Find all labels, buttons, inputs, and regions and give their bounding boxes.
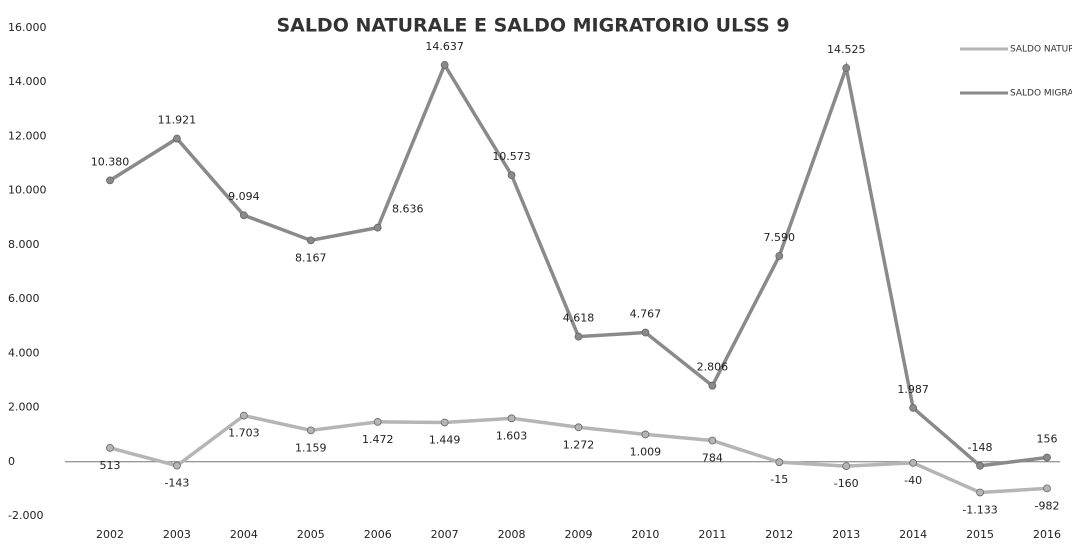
- y-tick-label: 16.000: [8, 21, 47, 34]
- data-label: 14.637: [425, 40, 464, 53]
- marker: [106, 176, 114, 185]
- data-label: 14.525: [827, 43, 866, 56]
- y-tick-label: 12.000: [8, 129, 47, 142]
- x-tick-label: 2012: [765, 528, 793, 541]
- y-tick-label: 14.000: [8, 75, 47, 88]
- x-tick-label: 2009: [565, 528, 593, 541]
- marker: [842, 64, 851, 72]
- x-tick-label: 2004: [230, 528, 258, 541]
- x-tick-label: 2016: [1033, 528, 1061, 541]
- data-label: -160: [834, 477, 859, 490]
- data-label: 2.806: [697, 361, 729, 374]
- marker: [976, 461, 984, 470]
- data-label: 9.094: [228, 190, 260, 203]
- data-label: 784: [702, 452, 723, 465]
- data-label: 1.009: [630, 445, 662, 458]
- marker: [775, 458, 784, 467]
- data-label: 10.573: [492, 150, 531, 163]
- y-tick-label: 10.000: [8, 184, 47, 197]
- marker: [775, 252, 784, 260]
- data-label: 1.472: [362, 433, 394, 446]
- marker: [641, 430, 650, 439]
- x-tick-label: 2002: [96, 528, 124, 541]
- marker: [440, 418, 449, 427]
- y-tick-label: 8.000: [8, 238, 40, 251]
- marker: [842, 462, 851, 471]
- data-label: 10.380: [91, 155, 130, 168]
- marker: [373, 223, 382, 232]
- x-tick-label: 2010: [631, 528, 659, 541]
- marker: [976, 488, 984, 497]
- data-label: -40: [904, 474, 922, 487]
- data-label: 4.618: [563, 312, 595, 325]
- data-label: -143: [164, 477, 189, 490]
- marker: [373, 417, 382, 426]
- y-tick-label: 2.000: [8, 401, 40, 414]
- legend-label: SALDO NATURALE: [1010, 45, 1072, 55]
- marker: [708, 381, 717, 390]
- x-tick-label: 2014: [899, 528, 927, 541]
- data-label: -148: [968, 441, 993, 454]
- data-label: 513: [100, 459, 121, 472]
- x-tick-label: 2015: [966, 528, 994, 541]
- data-label: 1.159: [295, 441, 327, 454]
- marker: [239, 211, 248, 220]
- data-label: 1.703: [228, 427, 260, 440]
- data-label: 1.603: [496, 429, 528, 442]
- x-tick-label: 2006: [364, 528, 392, 541]
- marker: [507, 414, 516, 423]
- marker: [574, 423, 583, 432]
- data-label: 11.921: [158, 114, 197, 127]
- series-line: [109, 61, 1048, 468]
- marker: [641, 328, 650, 337]
- data-label: 1.987: [897, 383, 929, 396]
- marker: [1043, 484, 1051, 493]
- data-label: 8.636: [392, 203, 424, 216]
- marker: [239, 411, 248, 420]
- data-label: 156: [1037, 433, 1058, 446]
- marker: [708, 436, 717, 445]
- marker: [574, 332, 583, 341]
- marker: [507, 171, 516, 180]
- data-label: -1.133: [962, 503, 997, 516]
- marker: [440, 61, 449, 69]
- marker: [306, 236, 315, 245]
- marker: [106, 443, 114, 452]
- x-tick-label: 2013: [832, 528, 860, 541]
- legend-label: SALDO MIGRATORIO: [1010, 89, 1072, 99]
- x-tick-label: 2005: [297, 528, 325, 541]
- chart-title: SALDO NATURALE E SALDO MIGRATORIO ULSS 9: [276, 15, 789, 37]
- data-label: -982: [1035, 499, 1060, 512]
- marker: [909, 458, 918, 467]
- y-tick-label: -2.000: [8, 509, 43, 522]
- marker: [173, 461, 181, 470]
- y-tick-label: 0: [8, 455, 15, 468]
- data-label: 7.590: [764, 231, 796, 244]
- x-tick-label: 2011: [698, 528, 726, 541]
- x-tick-label: 2003: [163, 528, 191, 541]
- data-label: 8.167: [295, 251, 327, 264]
- data-label: 1.449: [429, 433, 461, 446]
- data-label: -15: [770, 473, 788, 486]
- marker: [306, 426, 315, 435]
- data-label: 4.767: [630, 308, 662, 321]
- data-label: 1.272: [563, 438, 595, 451]
- marker: [909, 404, 918, 412]
- x-tick-label: 2007: [431, 528, 459, 541]
- y-tick-label: 6.000: [8, 292, 40, 305]
- marker: [1043, 453, 1051, 462]
- marker: [173, 134, 181, 143]
- y-tick-label: 4.000: [8, 346, 40, 359]
- x-tick-label: 2008: [498, 528, 526, 541]
